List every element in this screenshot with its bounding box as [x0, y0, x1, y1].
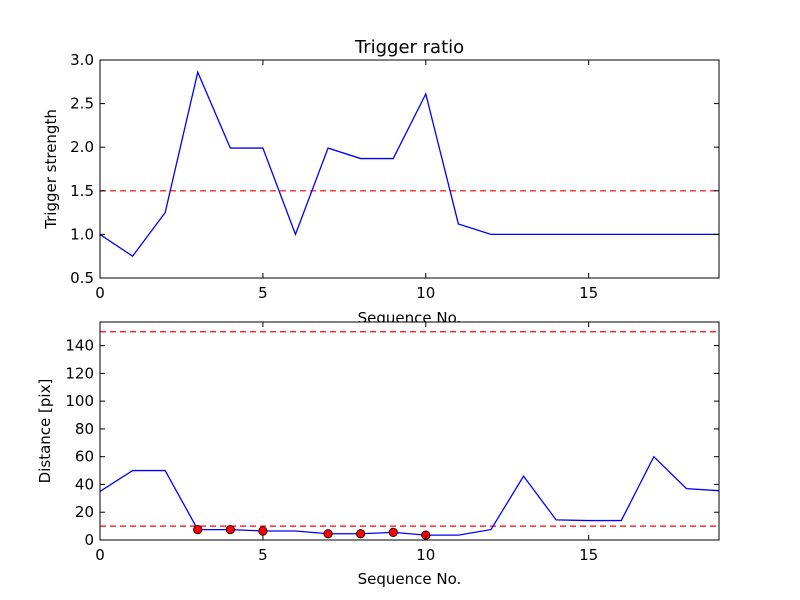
axis-ticks: 0 5 10 15 0 20 40 60 80 100 120 140 [65, 322, 719, 564]
data-marker-0 [193, 524, 203, 535]
y-tick-label: 0.5 [70, 269, 94, 287]
plot-area [100, 60, 719, 278]
series-line-0 [99, 70, 719, 258]
y-axis-label: Trigger strength [42, 109, 60, 230]
data-marker-5 [388, 527, 398, 537]
plot-area [100, 322, 719, 540]
trigger-ratio-plot: Trigger ratio 0 5 10 150.51.01.52.02.53.0 S… [42, 37, 720, 327]
data-marker-1 [225, 524, 235, 535]
y-tick-label: 3.0 [70, 51, 94, 69]
data-markers [193, 524, 431, 540]
y-tick-label: 120 [65, 364, 94, 382]
x-tick-label: 15 [579, 546, 598, 564]
threshold-lines [100, 331, 719, 527]
y-tick-label: 40 [75, 475, 94, 493]
plot-frame [99, 59, 720, 279]
x-tick-label: 5 [258, 546, 268, 564]
axis-ticks: 0 5 10 15 0.5 1.0 1.5 2.0 2.5 3.0 [70, 51, 719, 302]
y-tick-label: 60 [75, 448, 94, 466]
chart-title: Trigger ratio [354, 37, 464, 58]
plot-frame [99, 321, 720, 541]
x-tick-label: 5 [258, 284, 268, 302]
y-tick-label: 20 [75, 503, 94, 521]
x-tick-label: 0 [95, 546, 105, 564]
x-axis-label: Sequence No. [358, 570, 462, 588]
y-tick-label: 140 [65, 337, 94, 355]
y-tick-label: 2.5 [70, 95, 94, 113]
data-marker-3 [323, 529, 333, 539]
data-marker-2 [258, 526, 268, 536]
series-lines [99, 455, 720, 536]
y-tick-label: 1.5 [70, 182, 94, 200]
x-tick-label: 15 [579, 284, 598, 302]
series-line-0 [99, 455, 720, 536]
y-tick-label: 1.0 [70, 225, 94, 243]
x-tick-label: 10 [416, 284, 435, 302]
x-tick-label: 0 [95, 284, 105, 302]
distance-plot: 0 5 10 15 0 20 40 60 80 100 120 140 Sequence No. Di… [36, 321, 720, 588]
y-tick-label: 80 [75, 420, 94, 438]
y-tick-label: 100 [65, 392, 94, 410]
y-tick-label: 0 [84, 531, 94, 549]
x-tick-label: 10 [416, 546, 435, 564]
series-lines [99, 70, 719, 258]
y-tick-label: 2.0 [70, 138, 94, 156]
data-marker-4 [356, 529, 366, 539]
y-axis-label: Distance [pix] [36, 379, 54, 484]
